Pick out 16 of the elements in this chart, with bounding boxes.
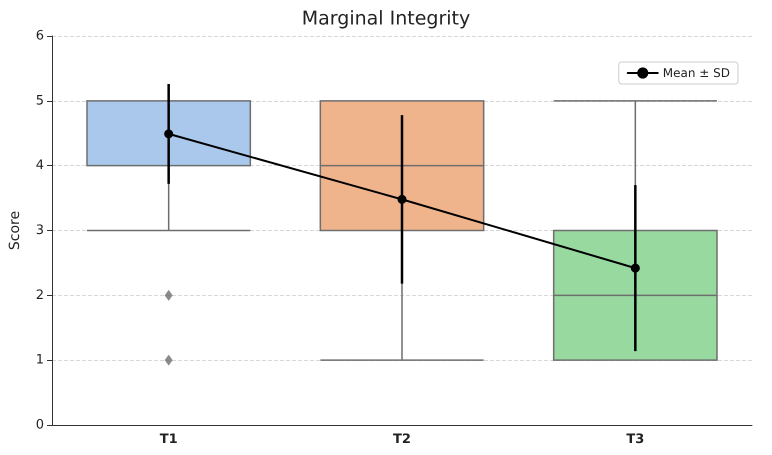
x-tick-label: T1 [160, 432, 178, 447]
x-tick-label: T2 [393, 432, 411, 447]
y-tick-label: 4 [36, 158, 44, 174]
y-tick-label: 3 [36, 223, 44, 238]
x-tick-label: T3 [626, 432, 644, 447]
chart-title: Marginal Integrity [302, 8, 470, 30]
y-tick-label: 2 [36, 288, 44, 303]
point [164, 129, 174, 138]
y-tick-label: 1 [36, 352, 44, 368]
y-tick-label: 0 [36, 418, 44, 432]
point [630, 264, 640, 273]
legend-label: Mean ± SD [662, 66, 730, 80]
y-axis-title: Score [7, 210, 23, 250]
point [398, 194, 406, 204]
y-tick-label: 6 [36, 28, 44, 44]
y-tick-label: 5 [36, 93, 44, 108]
